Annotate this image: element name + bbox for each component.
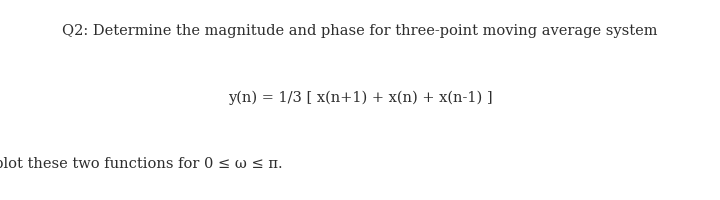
Text: and plot these two functions for 0 ≤ ω ≤ π.: and plot these two functions for 0 ≤ ω ≤… bbox=[0, 156, 283, 170]
Text: Q2: Determine the magnitude and phase for three-point moving average system: Q2: Determine the magnitude and phase fo… bbox=[62, 24, 658, 38]
Text: y(n) = 1/3 [ x(n+1) + x(n) + x(n-1) ]: y(n) = 1/3 [ x(n+1) + x(n) + x(n-1) ] bbox=[228, 90, 492, 104]
